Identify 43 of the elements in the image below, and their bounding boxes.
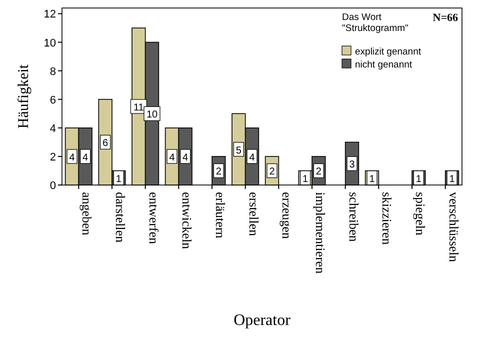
x-tick-label: implementieren (313, 192, 328, 274)
x-tick-label: entwickeln (180, 192, 195, 250)
x-tick-label: spiegeln (413, 192, 428, 236)
x-tick-label: angeben (80, 192, 95, 236)
x-axis-title: Operator (234, 312, 292, 329)
x-tick-label: entwerfen (146, 192, 162, 244)
annotation: N=66 (432, 12, 458, 24)
y-tick-label: 8 (50, 66, 56, 78)
data-label: 2 (216, 166, 222, 178)
data-label: 2 (269, 166, 276, 178)
y-tick-label: 6 (50, 94, 56, 106)
x-tick-label: erstellen (246, 192, 262, 237)
y-tick-label: 2 (50, 151, 56, 164)
data-label: 1 (116, 174, 122, 185)
data-label: 6 (102, 138, 109, 150)
y-tick-label: 4 (50, 122, 56, 135)
data-label: 10 (146, 110, 158, 121)
x-tick-label: verschlüsseln (446, 192, 462, 263)
data-label: 4 (69, 152, 76, 164)
data-label: 4 (82, 152, 89, 164)
y-tick-label: 10 (44, 37, 56, 50)
data-label: 1 (449, 174, 456, 185)
data-label: 2 (316, 166, 322, 178)
data-label: 4 (249, 152, 256, 164)
y-tick-label: 0 (50, 180, 56, 192)
x-tick-label: erzeugen (280, 192, 295, 240)
x-tick-label: skizzieren (380, 192, 395, 246)
data-label: 4 (169, 152, 176, 164)
legend-label: nicht genannt (355, 60, 412, 70)
x-tick-label: schreiben (346, 192, 362, 242)
data-label: 11 (133, 102, 144, 114)
x-tick-label: erläutern (213, 192, 228, 239)
legend-title: Das Wort "Struktogramm" (342, 12, 408, 34)
data-label: 4 (182, 152, 189, 164)
legend-label: explizit genannt (355, 46, 422, 58)
y-axis-title: Häufigkeit (16, 64, 32, 129)
x-tick-label: darstellen (113, 192, 128, 244)
data-label: 1 (416, 174, 422, 185)
data-label: 5 (236, 145, 242, 156)
data-label: 1 (369, 174, 376, 185)
y-tick-label: 12 (44, 8, 56, 21)
data-label: 3 (349, 160, 356, 171)
data-label: 1 (302, 174, 309, 185)
